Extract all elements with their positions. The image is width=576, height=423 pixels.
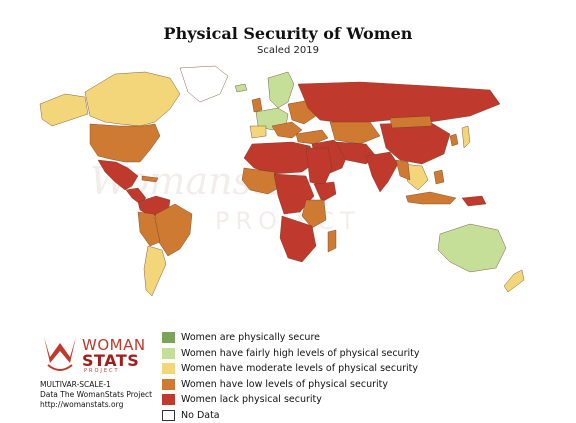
legend-item-low: Women have low levels of physical securi… bbox=[162, 377, 419, 393]
region-canada bbox=[85, 72, 180, 126]
legend-item-fairly-high: Women have fairly high levels of physica… bbox=[162, 346, 419, 362]
region-philippines bbox=[434, 170, 444, 184]
legend-label-lack: Women lack physical security bbox=[181, 394, 322, 405]
legend-item-secure: Women are physically secure bbox=[162, 330, 419, 346]
footer-code: MULTIVAR-SCALE-1 bbox=[40, 380, 111, 389]
region-new-zealand bbox=[504, 270, 524, 292]
footer-url: http://womanstats.org bbox=[40, 400, 123, 409]
region-egypt-sudan bbox=[306, 148, 332, 186]
region-usa bbox=[90, 124, 160, 162]
region-iceland bbox=[235, 84, 247, 92]
region-central-asia bbox=[330, 122, 380, 144]
legend-item-no-data: No Data bbox=[162, 408, 419, 423]
world-map: Womanstats PROJECT bbox=[30, 64, 550, 314]
region-australia bbox=[438, 224, 506, 272]
region-alaska bbox=[40, 94, 88, 126]
map-title: Physical Security of Women bbox=[0, 24, 576, 43]
logo-text-project: PROJECT bbox=[84, 368, 120, 374]
region-japan bbox=[462, 126, 470, 148]
legend-item-moderate: Women have moderate levels of physical s… bbox=[162, 361, 419, 377]
womanstats-logo bbox=[40, 335, 80, 373]
legend: Women are physically secure Women have f… bbox=[162, 330, 419, 423]
region-scandinavia bbox=[268, 72, 294, 108]
region-argentina-chile bbox=[144, 246, 166, 296]
region-madagascar bbox=[328, 230, 336, 252]
legend-swatch-fairly-high bbox=[162, 348, 175, 359]
legend-label-low: Women have low levels of physical securi… bbox=[181, 379, 388, 390]
legend-label-secure: Women are physically secure bbox=[181, 332, 320, 343]
legend-swatch-secure bbox=[162, 332, 175, 343]
region-myanmar-laos bbox=[396, 160, 410, 180]
legend-label-fairly-high: Women have fairly high levels of physica… bbox=[181, 348, 419, 359]
legend-label-no-data: No Data bbox=[181, 410, 220, 421]
region-mongolia bbox=[390, 116, 432, 128]
region-korea bbox=[450, 134, 458, 146]
legend-label-moderate: Women have moderate levels of physical s… bbox=[181, 363, 418, 374]
legend-swatch-moderate bbox=[162, 363, 175, 374]
region-uk bbox=[252, 98, 262, 112]
legend-swatch-low bbox=[162, 379, 175, 390]
region-india bbox=[366, 152, 398, 192]
legend-item-lack: Women lack physical security bbox=[162, 392, 419, 408]
legend-swatch-lack bbox=[162, 394, 175, 405]
region-papua bbox=[462, 196, 486, 206]
region-iberia bbox=[250, 126, 266, 138]
legend-swatch-no-data bbox=[162, 410, 175, 421]
region-indonesia bbox=[406, 192, 456, 204]
footer-source: Data The WomanStats Project bbox=[40, 390, 152, 399]
region-greenland bbox=[180, 66, 228, 102]
map-subtitle: Scaled 2019 bbox=[0, 45, 576, 56]
